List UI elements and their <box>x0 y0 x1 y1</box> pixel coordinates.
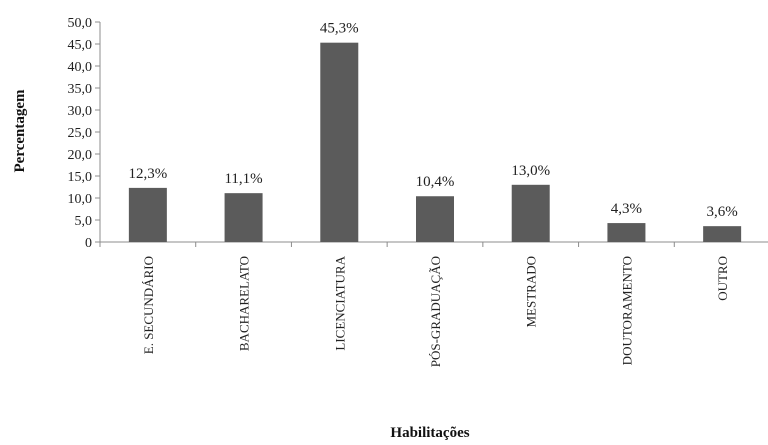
bars <box>128 42 742 243</box>
bar <box>224 193 263 242</box>
bar <box>320 42 359 243</box>
y-tick-label: 15,0 <box>68 170 93 185</box>
bar <box>607 223 646 242</box>
data-labels: 12,3% 11,1% 45,3% 10,4% 13,0% 4,3% 3,6% <box>128 21 737 220</box>
y-tick-label: 50,0 <box>68 16 93 31</box>
category-label: E. SECUNDÁRIO <box>141 256 156 354</box>
data-label: 13,0% <box>511 163 550 179</box>
data-label: 3,6% <box>707 204 738 220</box>
category-label: DOUTORAMENTO <box>619 256 634 365</box>
x-axis-title: Habilitações <box>390 425 469 441</box>
y-axis-title: Percentagem <box>12 89 28 173</box>
bar <box>416 196 454 242</box>
y-tick-label: 20,0 <box>68 148 93 163</box>
y-tick-label: 5,0 <box>75 214 93 229</box>
category-label: BACHARELATO <box>237 256 252 351</box>
bar <box>511 184 550 242</box>
y-tick-label: 30,0 <box>68 104 93 119</box>
data-label: 4,3% <box>611 201 642 217</box>
category-label: MESTRADO <box>524 256 539 328</box>
y-tick-label: 45,0 <box>68 38 93 53</box>
y-tick-label: 25,0 <box>68 126 93 141</box>
bar <box>128 187 167 242</box>
category-label: PÓS-GRADUAÇÃO <box>428 256 443 367</box>
category-label: OUTRO <box>715 256 730 301</box>
data-label: 12,3% <box>128 166 167 182</box>
data-label: 10,4% <box>416 174 455 190</box>
category-label: LICENCIATURA <box>332 255 347 350</box>
data-label: 11,1% <box>224 171 262 187</box>
y-axis-ticks: 0 5,0 10,0 15,0 20,0 25,0 30,0 35,0 40,0 45,0 50,0 <box>68 16 675 251</box>
bar <box>703 226 742 242</box>
category-labels: E. SECUNDÁRIO BACHARELATO LICENCIATURA PÓS-… <box>141 255 730 367</box>
y-tick-label: 0 <box>85 236 92 251</box>
y-tick-label: 35,0 <box>68 82 93 97</box>
data-label: 45,3% <box>320 21 359 37</box>
y-tick-label: 40,0 <box>68 60 93 75</box>
y-tick-label: 10,0 <box>68 192 93 207</box>
